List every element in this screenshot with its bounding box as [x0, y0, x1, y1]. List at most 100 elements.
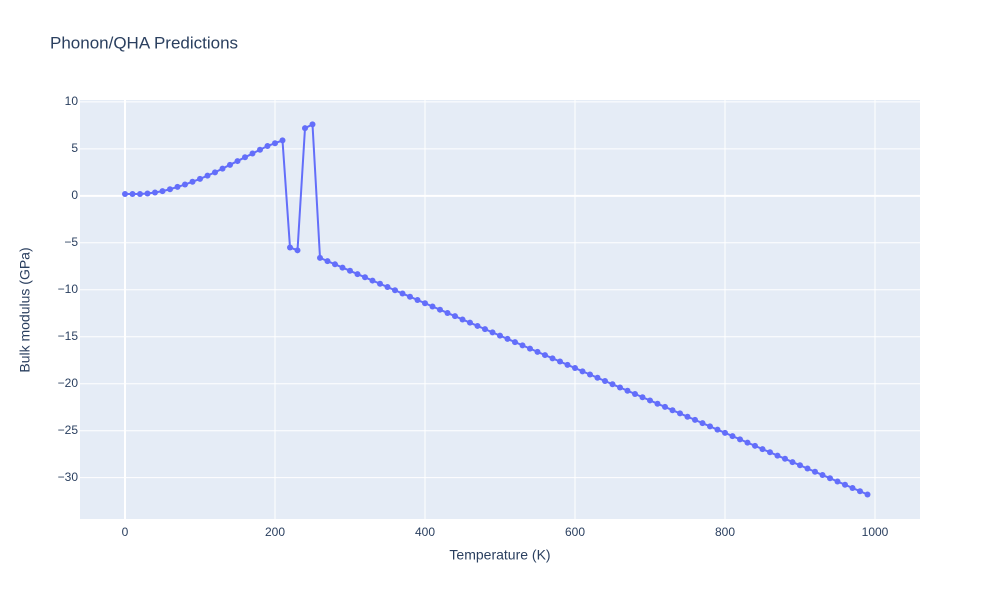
data-point	[234, 158, 241, 165]
data-point	[159, 188, 166, 195]
data-point	[677, 410, 683, 417]
y-tick-label: −20	[58, 376, 79, 390]
data-point	[354, 271, 361, 278]
data-point	[459, 316, 466, 323]
data-point	[767, 449, 773, 456]
data-point	[129, 190, 136, 197]
data-point	[219, 165, 226, 172]
data-line	[125, 122, 868, 496]
data-point	[602, 377, 608, 384]
x-axis-title: Temperature (K)	[449, 547, 550, 563]
data-point	[692, 416, 698, 423]
data-point	[512, 339, 518, 346]
data-point	[624, 387, 631, 394]
data-point	[414, 297, 421, 304]
data-point	[444, 309, 451, 316]
data-point	[549, 355, 556, 362]
data-point	[812, 468, 818, 475]
data-point	[527, 345, 533, 352]
data-point	[137, 190, 143, 197]
x-tick-label: 800	[715, 525, 735, 539]
y-tick-label: −30	[58, 470, 79, 484]
chart-title: Phonon/QHA Predictions	[50, 33, 238, 52]
data-point	[707, 423, 713, 430]
data-point	[797, 462, 803, 469]
data-point	[654, 400, 661, 407]
data-point	[407, 293, 413, 300]
data-point	[647, 397, 653, 404]
data-point	[557, 358, 563, 365]
y-tick-label: −15	[58, 329, 79, 343]
data-point	[384, 284, 391, 291]
data-point	[467, 319, 473, 326]
data-point	[174, 183, 181, 190]
data-point	[737, 436, 743, 443]
data-point	[752, 442, 758, 449]
data-point	[714, 426, 721, 433]
data-point	[377, 280, 383, 287]
data-point	[639, 394, 646, 401]
data-point	[542, 352, 548, 359]
data-point	[144, 190, 151, 197]
data-point	[497, 332, 503, 339]
x-tick-label: 0	[122, 525, 129, 539]
data-point	[474, 322, 481, 329]
data-point	[744, 439, 751, 446]
data-point	[122, 190, 128, 197]
data-point	[189, 178, 196, 185]
data-point	[279, 137, 286, 144]
data-point	[152, 189, 158, 196]
data-point	[362, 274, 368, 281]
data-point	[669, 407, 676, 414]
data-point	[227, 161, 233, 168]
x-tick-label: 400	[415, 525, 435, 539]
data-point	[594, 374, 601, 381]
y-tick-label: −25	[58, 423, 79, 437]
data-point	[819, 472, 826, 479]
data-point	[579, 368, 586, 375]
data-point	[339, 264, 346, 271]
data-point	[864, 491, 871, 498]
data-point	[437, 306, 443, 313]
data-point	[287, 244, 293, 251]
y-tick-label: 5	[71, 141, 78, 155]
data-point	[197, 175, 203, 182]
data-point	[242, 154, 248, 161]
data-point	[759, 446, 766, 453]
data-point	[204, 172, 211, 179]
data-point	[534, 348, 541, 355]
data-point	[722, 429, 728, 436]
data-point	[482, 326, 488, 333]
data-point	[684, 413, 691, 420]
data-point	[302, 125, 308, 132]
data-point	[774, 452, 781, 459]
data-point	[662, 403, 668, 410]
data-point	[587, 371, 593, 378]
data-point	[257, 146, 263, 153]
data-point	[422, 300, 428, 307]
data-point	[782, 455, 788, 462]
data-point	[332, 261, 338, 268]
plot-area	[80, 100, 920, 519]
y-axis-title: Bulk modulus (GPa)	[17, 247, 33, 372]
data-point	[167, 186, 173, 193]
data-point	[264, 143, 271, 150]
data-point	[249, 150, 256, 157]
data-point	[429, 303, 436, 310]
data-point	[504, 335, 511, 342]
data-point	[317, 254, 323, 261]
data-point	[827, 475, 833, 482]
data-point	[699, 420, 706, 427]
y-tick-label: 10	[65, 94, 79, 108]
data-point	[857, 488, 863, 495]
data-point	[369, 277, 376, 284]
data-point	[182, 181, 188, 188]
data-point	[834, 478, 841, 485]
data-point	[572, 365, 578, 372]
data-point	[452, 313, 458, 320]
data-point	[617, 384, 623, 391]
y-tick-label: 0	[71, 188, 78, 202]
data-point	[392, 287, 398, 294]
data-point	[729, 433, 736, 440]
